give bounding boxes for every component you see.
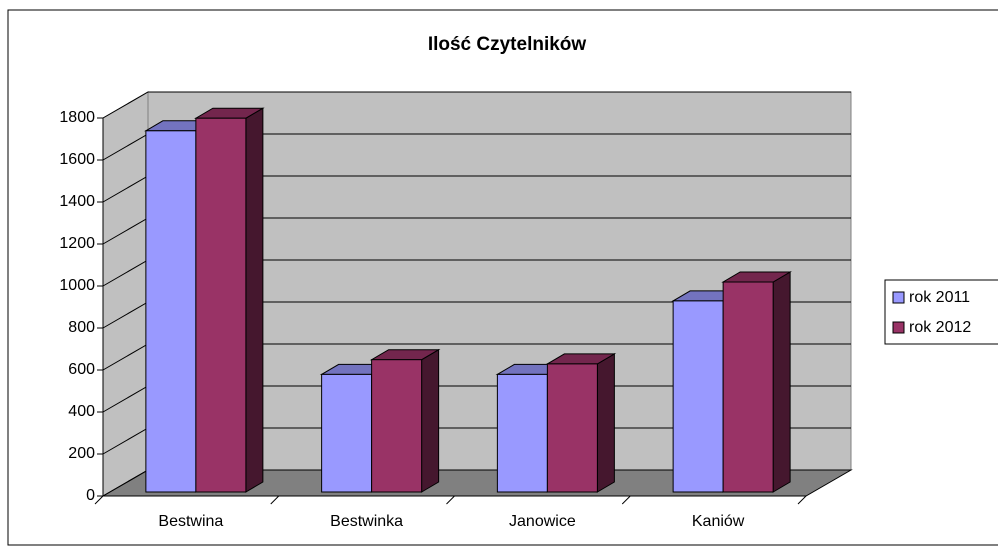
x-tick [94, 495, 104, 505]
bar [321, 373, 373, 493]
bar [496, 373, 548, 493]
bar-side [245, 107, 264, 493]
x-tick-label: Kaniów [692, 513, 745, 530]
chart-title: Ilość Czytelników [428, 34, 587, 55]
x-tick-label: Bestwina [158, 513, 223, 530]
x-tick-label: Janowice [509, 513, 576, 530]
bar [195, 117, 247, 493]
legend-label: rok 2012 [909, 319, 971, 336]
y-tick-label: 800 [68, 319, 95, 336]
bar-side [772, 271, 791, 493]
x-tick-label: Bestwinka [330, 513, 403, 530]
x-tick [270, 495, 280, 505]
x-tick [621, 495, 631, 505]
bar [672, 300, 724, 493]
legend-swatch [892, 291, 905, 304]
y-tick-label: 1600 [59, 151, 95, 168]
y-tick-label: 600 [68, 361, 95, 378]
legend-label: rok 2011 [909, 289, 970, 306]
y-tick-label: 0 [86, 487, 95, 504]
y-tick-label: 200 [68, 445, 95, 462]
x-tick [446, 495, 455, 505]
grid-line [102, 91, 851, 119]
bar-side [421, 348, 440, 493]
bar [371, 359, 423, 493]
y-tick-label: 400 [68, 403, 95, 420]
side-wall [102, 91, 149, 497]
bar [722, 281, 774, 493]
bar-side [596, 353, 615, 493]
x-tick [797, 495, 807, 505]
y-tick-label: 1200 [59, 235, 95, 252]
y-tick-label: 1000 [59, 277, 95, 294]
bar [145, 130, 197, 493]
legend-swatch [892, 321, 905, 334]
y-tick-label: 1800 [59, 109, 95, 126]
bar [546, 363, 598, 493]
y-tick-label: 1400 [59, 193, 95, 210]
